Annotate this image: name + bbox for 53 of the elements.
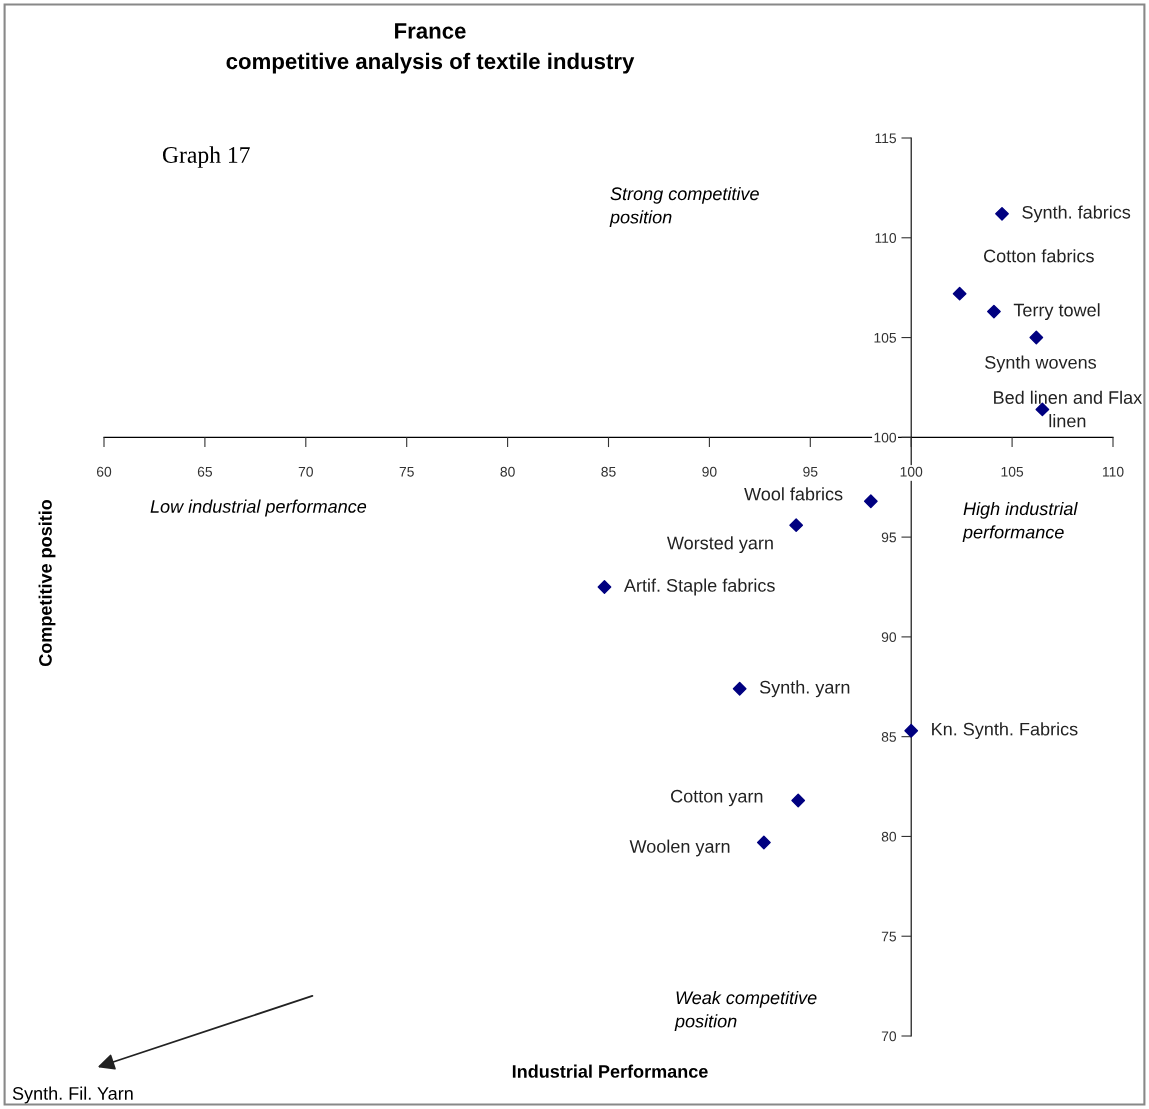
point bbox=[597, 580, 612, 594]
annotation: Weak competitive position bbox=[674, 990, 817, 1032]
annotation: Kn. Synth. Fabrics bbox=[932, 722, 1078, 740]
x-axis-title: Industrial Performance bbox=[512, 1064, 708, 1078]
y-axis-title: Competitive positio bbox=[38, 499, 56, 667]
annotation: Woolen yarn bbox=[629, 839, 730, 857]
point bbox=[987, 304, 1001, 319]
annotation: Worsted yarn bbox=[666, 536, 773, 553]
x-tick-label: 60 bbox=[96, 466, 112, 477]
x-tick-label: 65 bbox=[197, 466, 213, 477]
chart-title: France competitive analysis of textile industry bbox=[226, 23, 635, 74]
y-tick-label: 90 bbox=[881, 632, 897, 643]
x-tick-label: 90 bbox=[702, 466, 717, 477]
x-tick-label: 110 bbox=[1102, 466, 1124, 477]
text: Synth. Fil. Yarn bbox=[12, 1086, 133, 1104]
y-tick-label: 95 bbox=[881, 532, 897, 543]
annotation: Low industrial performance bbox=[150, 499, 367, 517]
point bbox=[952, 286, 967, 301]
y-tick-label: 70 bbox=[881, 1031, 897, 1042]
point bbox=[756, 835, 771, 850]
y-tick-label: 85 bbox=[881, 732, 897, 742]
y-tick-label: 100 bbox=[874, 432, 897, 443]
x-tick-label: 75 bbox=[399, 467, 414, 477]
y-tick-label: 110 bbox=[875, 233, 897, 243]
annotation: Synth. fabrics bbox=[1022, 205, 1131, 223]
annotation: Terry towel bbox=[1013, 303, 1100, 321]
x-tick-label: 100 bbox=[900, 466, 923, 477]
annotation: Cotton yarn bbox=[671, 789, 763, 807]
point bbox=[732, 681, 747, 696]
annotation: High industrial performance bbox=[962, 501, 1078, 543]
point bbox=[1029, 330, 1044, 345]
point bbox=[995, 206, 1009, 221]
point bbox=[789, 518, 804, 533]
annotation: Bed linen and Flax linen bbox=[994, 390, 1142, 428]
annotation: Cotton fabrics bbox=[984, 249, 1094, 263]
y-tick-label: 115 bbox=[875, 133, 897, 144]
x-tick-label: 95 bbox=[803, 466, 818, 477]
point bbox=[791, 793, 806, 808]
annotation: Artif. Staple fabrics bbox=[623, 578, 775, 596]
point bbox=[904, 723, 919, 738]
annotation: Synth wovens bbox=[985, 355, 1097, 373]
x-tick-label: 85 bbox=[601, 466, 616, 477]
annotation: Wool fabrics bbox=[744, 487, 843, 501]
annotation: Graph 17 bbox=[162, 146, 250, 168]
y-tick-label: 75 bbox=[881, 931, 897, 942]
x-tick-label: 105 bbox=[1001, 466, 1024, 477]
y-tick-label: 105 bbox=[874, 332, 897, 343]
x-tick-label: 70 bbox=[298, 466, 313, 477]
y-tick-label: 80 bbox=[881, 831, 897, 842]
annotation: Strong competitive position bbox=[609, 186, 759, 228]
x-tick-label: 80 bbox=[500, 466, 515, 477]
annotation: Synth. yarn bbox=[759, 680, 850, 698]
point bbox=[863, 494, 878, 509]
